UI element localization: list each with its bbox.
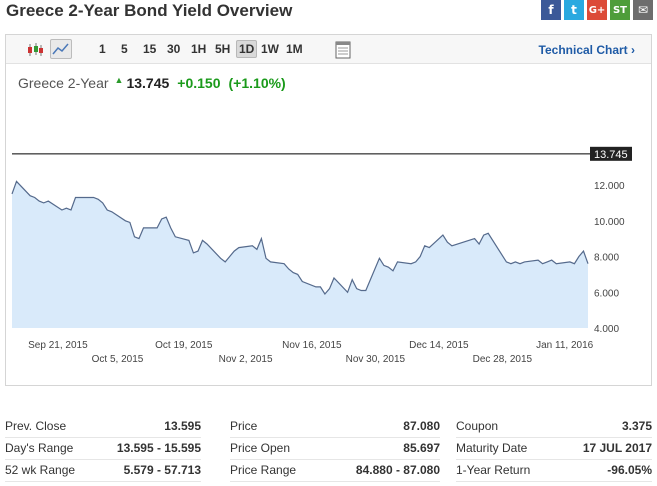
y-tick-label: 8.000 bbox=[594, 253, 619, 264]
current-value-badge bbox=[590, 146, 632, 161]
x-tick-label: Nov 16, 2015 bbox=[282, 340, 342, 351]
google-plus-icon[interactable]: G+ bbox=[587, 0, 607, 20]
stats-row: 1-Year Return -96.05% bbox=[456, 460, 652, 482]
y-tick-label: 10.000 bbox=[594, 217, 625, 228]
stats-row: Day's Range 13.595 - 15.595 bbox=[5, 438, 201, 460]
stat-value: 13.595 bbox=[164, 419, 201, 433]
stats-col-1: Prev. Close 13.595 Day's Range 13.595 - 15.… bbox=[5, 416, 201, 482]
stat-value: 5.579 - 57.713 bbox=[123, 463, 201, 477]
candlestick-chart-icon[interactable] bbox=[23, 39, 45, 59]
x-tick-label: Oct 19, 2015 bbox=[155, 340, 213, 351]
price-change: +0.150 bbox=[177, 75, 221, 91]
facebook-icon[interactable]: f bbox=[541, 0, 561, 20]
x-tick-label: Oct 5, 2015 bbox=[92, 354, 144, 365]
stats-row: 52 wk Range 5.579 - 57.713 bbox=[5, 460, 201, 482]
stats-row: Prev. Close 13.595 bbox=[5, 416, 201, 438]
stat-label: Maturity Date bbox=[456, 441, 528, 455]
x-tick-label: Jan 11, 2016 bbox=[536, 340, 594, 351]
stat-label: Price Range bbox=[230, 463, 297, 477]
page-title: Greece 2-Year Bond Yield Overview bbox=[6, 1, 293, 20]
x-tick-label: Sep 21, 2015 bbox=[28, 340, 88, 351]
stats-row: Coupon 3.375 bbox=[456, 416, 652, 438]
stat-label: 52 wk Range bbox=[5, 463, 76, 477]
stats-row: Price Range 84.880 - 87.080 bbox=[230, 460, 440, 482]
chart-panel: 1 5 15 30 1H 5H 1D 1W 1M Technical Chart… bbox=[5, 34, 652, 386]
yield-chart[interactable]: Investing.com13.74512.00010.0008.0006.00… bbox=[6, 35, 651, 385]
stats-col-2: Price 87.080 Price Open 85.697 Price Range 84… bbox=[230, 416, 440, 482]
x-tick-label: Dec 14, 2015 bbox=[409, 340, 469, 351]
stat-value: 85.697 bbox=[403, 441, 440, 455]
y-tick-label: 4.000 bbox=[594, 324, 619, 335]
timeframe-15[interactable]: 15 bbox=[143, 42, 157, 56]
series-area bbox=[12, 181, 588, 328]
stat-label: Price bbox=[230, 419, 258, 433]
technical-chart-link[interactable]: Technical Chart › bbox=[538, 43, 635, 57]
stocktwits-icon[interactable]: ST bbox=[610, 0, 630, 20]
area-chart-icon[interactable] bbox=[50, 39, 72, 59]
y-tick-label: 6.000 bbox=[594, 288, 619, 299]
timeframe-5h[interactable]: 5H bbox=[215, 42, 231, 56]
chart-toolbar: 1 5 15 30 1H 5H 1D 1W 1M Technical Chart… bbox=[6, 35, 651, 64]
instrument-name: Greece 2-Year bbox=[18, 75, 109, 91]
stats-col-3: Coupon 3.375 Maturity Date 17 JUL 2017 1-Yea… bbox=[456, 416, 652, 482]
timeframe-30[interactable]: 30 bbox=[167, 42, 181, 56]
timeframe-1h[interactable]: 1H bbox=[191, 42, 207, 56]
stat-value: 13.595 - 15.595 bbox=[116, 441, 201, 455]
timeframe-1d[interactable]: 1D bbox=[236, 40, 258, 58]
stat-label: Prev. Close bbox=[5, 419, 67, 433]
timeframe-1w[interactable]: 1W bbox=[261, 42, 279, 56]
timeframe-1[interactable]: 1 bbox=[99, 42, 106, 56]
stat-value: 87.080 bbox=[403, 419, 440, 433]
y-tick-label: 12.000 bbox=[594, 181, 625, 192]
stat-value: 17 JUL 2017 bbox=[582, 441, 652, 455]
stats-row: Price Open 85.697 bbox=[230, 438, 440, 460]
up-arrow-icon: ▲ bbox=[114, 75, 124, 85]
stat-label: Day's Range bbox=[5, 441, 74, 455]
stat-label: 1-Year Return bbox=[456, 463, 531, 477]
x-tick-label: Nov 30, 2015 bbox=[346, 354, 406, 365]
price-change-percent: (+1.10%) bbox=[228, 75, 286, 91]
x-tick-label: Dec 28, 2015 bbox=[473, 354, 533, 365]
spreadsheet-icon[interactable] bbox=[331, 39, 353, 59]
timeframe-1m[interactable]: 1M bbox=[286, 42, 303, 56]
stat-value: 84.880 - 87.080 bbox=[355, 463, 440, 477]
last-price: 13.745 bbox=[126, 75, 170, 91]
email-icon[interactable]: ✉ bbox=[633, 0, 653, 20]
stats-row: Maturity Date 17 JUL 2017 bbox=[456, 438, 652, 460]
x-tick-label: Nov 2, 2015 bbox=[219, 354, 273, 365]
share-bar: f t G+ ST ✉ bbox=[541, 0, 653, 20]
twitter-icon[interactable]: t bbox=[564, 0, 584, 20]
timeframe-5[interactable]: 5 bbox=[121, 42, 128, 56]
series-line bbox=[11, 180, 589, 296]
stat-value: 3.375 bbox=[621, 419, 652, 433]
stat-value: -96.05% bbox=[607, 463, 652, 477]
stat-label: Price Open bbox=[230, 441, 291, 455]
current-value-label: 13.745 bbox=[594, 149, 628, 161]
stat-label: Coupon bbox=[456, 419, 499, 433]
stats-row: Price 87.080 bbox=[230, 416, 440, 438]
quote-header: Greece 2-Year ▲ 13.745 +0.150 (+1.10%) bbox=[18, 75, 286, 91]
